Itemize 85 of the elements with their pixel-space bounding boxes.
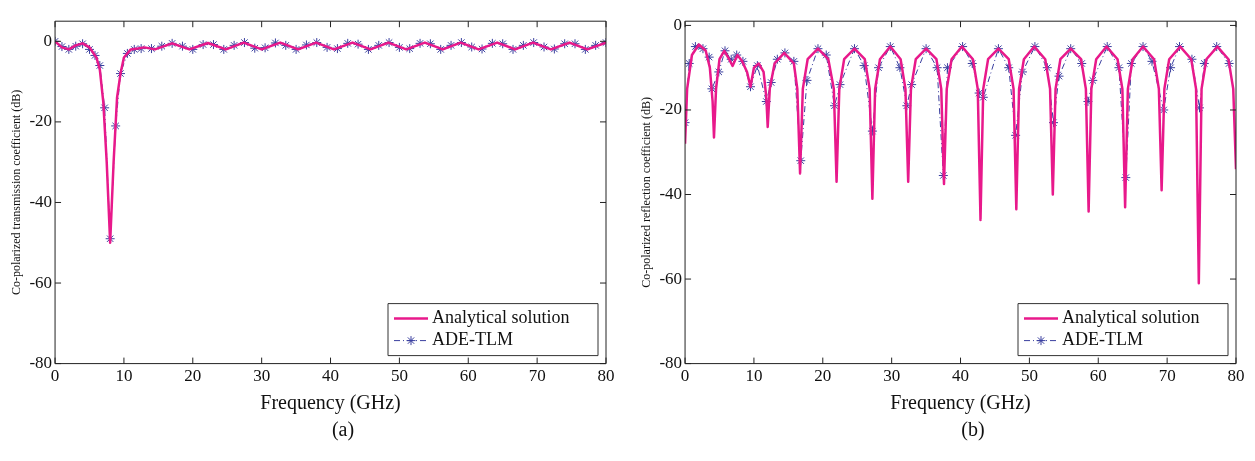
- point: [332, 43, 343, 54]
- point: [218, 44, 229, 55]
- x-tick-label: 60: [1089, 366, 1107, 386]
- legend-label: ADE-TLM: [432, 329, 513, 350]
- x-tick-label: 50: [1020, 366, 1038, 386]
- y-tick-label: -40: [659, 183, 683, 203]
- point: [239, 37, 250, 48]
- x-tick-label: 20: [184, 366, 202, 386]
- point: [394, 42, 405, 53]
- x-tick-label: 40: [952, 366, 970, 386]
- point: [122, 48, 133, 59]
- point: [99, 102, 110, 113]
- point: [363, 44, 374, 55]
- point: [580, 44, 591, 55]
- y-tick-label: -80: [659, 353, 683, 373]
- point: [280, 40, 291, 51]
- y-tick-label: -40: [29, 191, 53, 211]
- x-tick-label: 10: [745, 366, 763, 386]
- x-tick-label: 60: [459, 366, 477, 386]
- point: [456, 37, 467, 48]
- point: [477, 44, 488, 54]
- x-axis-title: Frequency (GHz): [890, 391, 1031, 415]
- x-tick-label: 20: [814, 366, 832, 386]
- point: [260, 42, 271, 53]
- x-tick-label: 80: [1227, 366, 1245, 386]
- point: [373, 40, 384, 51]
- point: [559, 38, 570, 49]
- point: [435, 44, 446, 55]
- point: [208, 39, 219, 50]
- point: [291, 44, 302, 55]
- y-tick-label: -20: [29, 111, 53, 131]
- point: [77, 38, 88, 49]
- point: [311, 37, 322, 48]
- y-tick-label: -60: [659, 268, 683, 288]
- x-tick-label: 80: [597, 366, 615, 386]
- point: [270, 37, 281, 48]
- point: [384, 37, 395, 48]
- point: [539, 41, 550, 52]
- point: [446, 40, 457, 51]
- point: [497, 38, 508, 49]
- x-tick-label: 10: [115, 366, 133, 386]
- y-axis-title: Co-polarized transmission coefficient (dB): [9, 89, 24, 296]
- legend-label: Analytical solution: [1062, 307, 1200, 328]
- point: [90, 50, 100, 61]
- y-tick-label: 0: [43, 30, 53, 50]
- point: [466, 41, 477, 52]
- x-tick-label: 30: [253, 366, 271, 386]
- x-tick-label: 50: [390, 366, 408, 386]
- x-tick-label: 30: [883, 366, 901, 386]
- point: [528, 37, 539, 48]
- y-axis-title: Co-polarized reflection coefficient (dB): [639, 97, 654, 288]
- point: [63, 44, 74, 55]
- x-tick-label: 40: [322, 366, 340, 386]
- legend-label: Analytical solution: [432, 307, 570, 328]
- point: [249, 43, 260, 54]
- point: [518, 40, 529, 51]
- y-tick-label: -80: [29, 353, 53, 373]
- point: [425, 38, 436, 49]
- point: [167, 38, 178, 49]
- point: [229, 40, 240, 51]
- point: [198, 39, 209, 50]
- point: [177, 41, 188, 52]
- point: [84, 44, 95, 55]
- x-tick-label: 70: [1158, 366, 1176, 386]
- point: [549, 44, 560, 54]
- legend-label: ADE-TLM: [1062, 329, 1143, 350]
- y-tick-label: -20: [659, 99, 683, 119]
- x-axis-title: Frequency (GHz): [260, 391, 401, 415]
- point: [590, 40, 601, 51]
- point: [156, 41, 167, 52]
- point: [56, 41, 67, 52]
- point: [508, 44, 519, 55]
- point: [70, 41, 81, 52]
- point: [136, 43, 147, 54]
- y-tick-label: -60: [29, 272, 53, 292]
- point: [342, 38, 353, 49]
- point: [301, 39, 312, 50]
- point: [322, 42, 333, 53]
- x-tick-label: 70: [528, 366, 546, 386]
- point: [570, 38, 581, 49]
- text: (a): [331, 418, 355, 441]
- point: [129, 44, 140, 55]
- point: [353, 39, 364, 50]
- y-tick-label: 0: [673, 14, 683, 34]
- text: (b): [961, 418, 985, 441]
